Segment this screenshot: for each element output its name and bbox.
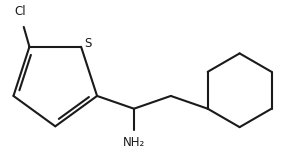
Text: Cl: Cl [15, 5, 26, 18]
Text: NH₂: NH₂ [123, 136, 145, 149]
Text: S: S [85, 37, 92, 51]
